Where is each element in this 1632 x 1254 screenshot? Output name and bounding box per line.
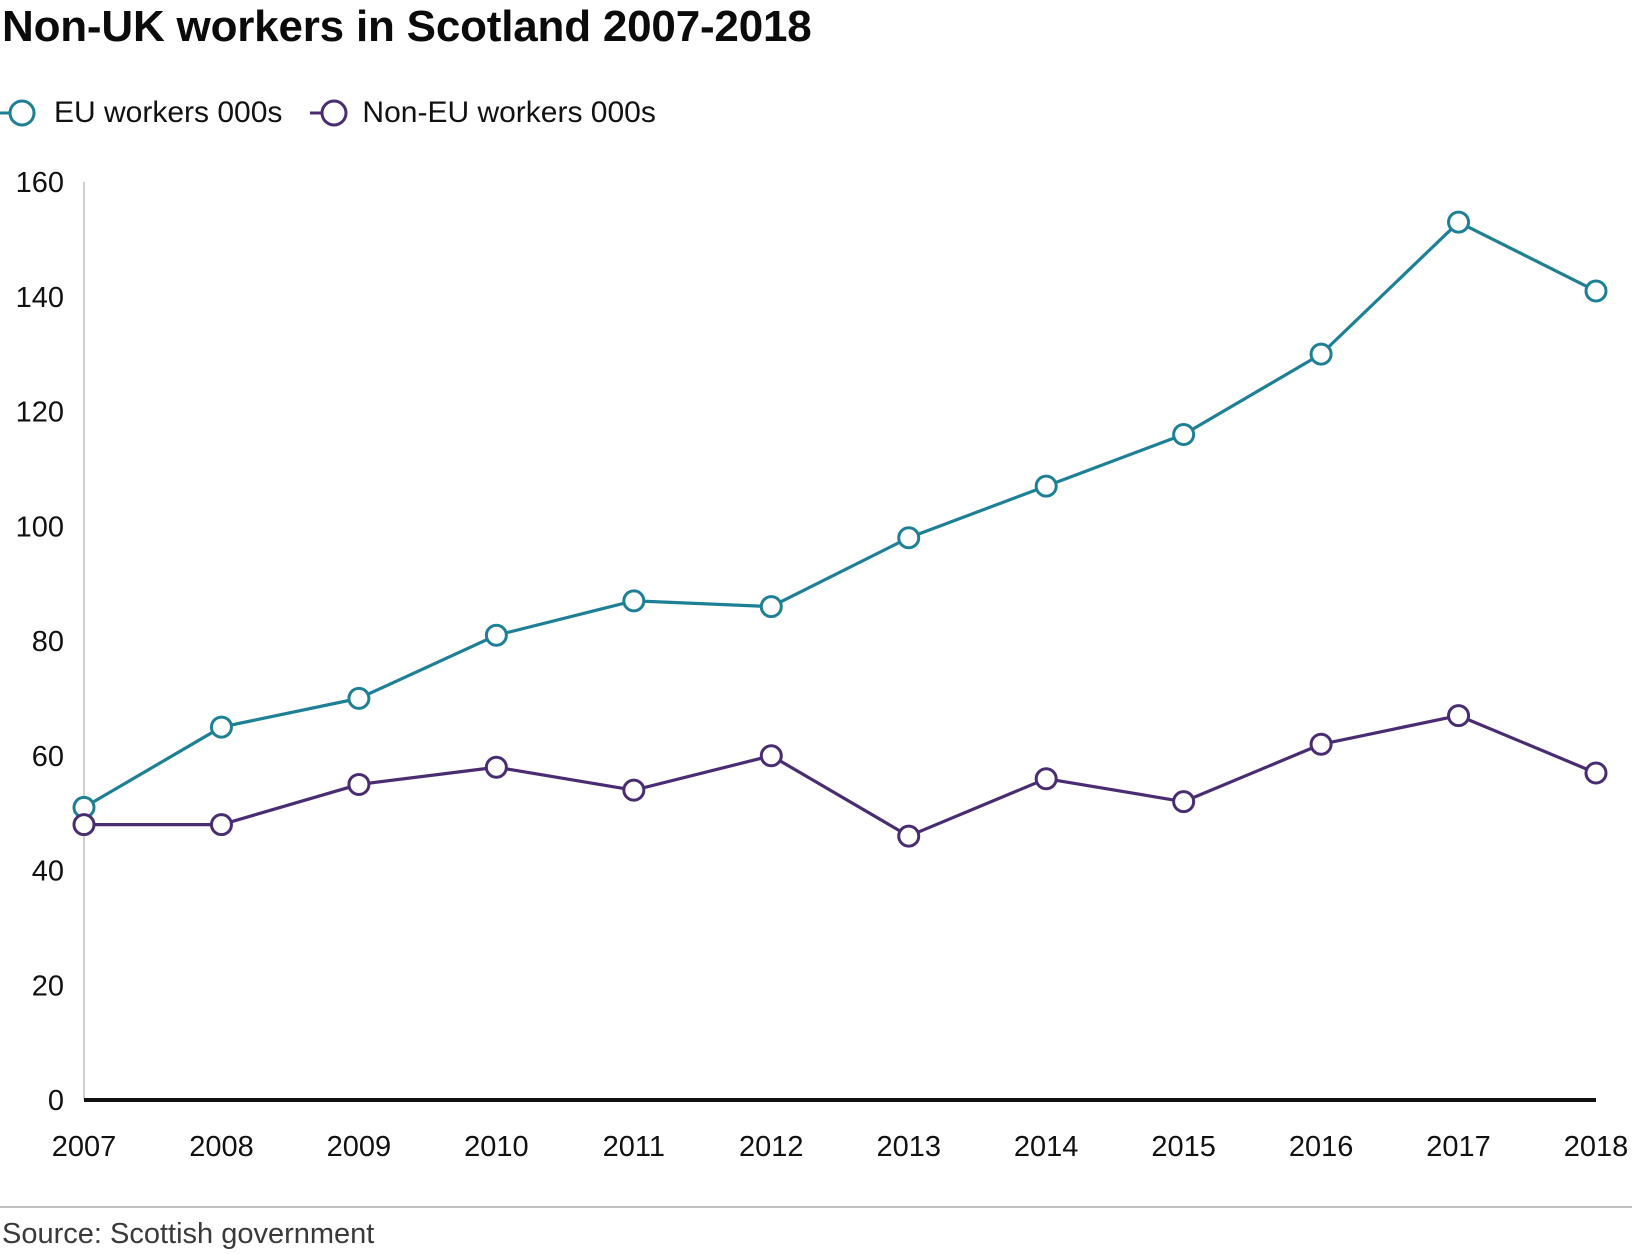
data-point-non-eu — [1034, 767, 1058, 791]
data-point-non-eu — [1309, 732, 1333, 756]
data-point-non-eu — [209, 813, 233, 837]
x-tick-label: 2018 — [1564, 1131, 1629, 1163]
data-point-eu — [1584, 279, 1608, 303]
y-tick-label: 60 — [32, 741, 64, 773]
x-tick-label: 2011 — [603, 1131, 665, 1163]
data-point-eu — [1172, 422, 1196, 446]
data-point-non-eu — [484, 755, 508, 779]
y-tick-label: 100 — [16, 511, 64, 543]
x-tick-label: 2015 — [1151, 1131, 1216, 1163]
data-point-eu — [759, 595, 783, 619]
legend-label-eu: EU workers 000s — [54, 96, 283, 129]
data-point-eu — [622, 589, 646, 613]
chart-title: Non-UK workers in Scotland 2007-2018 — [2, 2, 812, 51]
data-point-non-eu — [622, 778, 646, 802]
source-divider — [0, 1206, 1632, 1208]
line-chart: 0 20 40 60 80 100 120 140 160 2007 2008 2009 2010 201… — [16, 167, 1629, 1163]
y-tick-label: 80 — [32, 626, 64, 658]
series-line-non-eu — [84, 713, 1597, 838]
data-point-eu — [209, 715, 233, 739]
legend-item-eu: EU workers 000s — [0, 93, 282, 133]
series-lines — [83, 220, 1597, 838]
y-tick-label: 0 — [48, 1085, 64, 1117]
x-tick-label: 2012 — [739, 1131, 804, 1163]
x-tick-label: 2007 — [52, 1131, 117, 1163]
x-tick-label: 2017 — [1426, 1131, 1491, 1163]
data-point-eu — [1034, 474, 1058, 498]
series-markers — [72, 210, 1608, 848]
x-tick-label: 2016 — [1289, 1131, 1354, 1163]
legend: EU workers 000s Non-EU workers 000s — [0, 88, 682, 138]
legend-swatch-non-eu — [310, 99, 348, 127]
y-tick-label: 160 — [16, 167, 64, 199]
y-tick-label: 120 — [16, 397, 64, 429]
data-point-eu — [347, 686, 371, 710]
data-point-eu — [484, 623, 508, 647]
tick-labels: 0 20 40 60 80 100 120 140 160 2007 2008 2009 2010 201… — [16, 167, 1629, 1163]
data-point-non-eu — [897, 824, 921, 848]
data-point-eu — [1309, 342, 1333, 366]
data-point-eu — [897, 526, 921, 550]
x-tick-label: 2014 — [1014, 1131, 1079, 1163]
x-tick-label: 2013 — [876, 1131, 941, 1163]
legend-item-non-eu: Non-EU workers 000s — [308, 93, 656, 133]
y-tick-label: 20 — [32, 970, 64, 1002]
x-tick-label: 2008 — [189, 1131, 254, 1163]
data-point-eu — [1447, 210, 1471, 234]
y-tick-label: 40 — [32, 856, 64, 888]
source-note: Source: Scottish government — [2, 1218, 375, 1250]
data-point-non-eu — [1447, 704, 1471, 728]
data-point-non-eu — [72, 813, 96, 837]
data-point-non-eu — [759, 744, 783, 768]
series-line-eu — [83, 220, 1597, 809]
y-tick-label: 140 — [16, 282, 64, 314]
data-point-non-eu — [347, 772, 371, 796]
data-point-non-eu — [1172, 790, 1196, 814]
data-point-non-eu — [1584, 761, 1608, 785]
x-tick-label: 2010 — [464, 1131, 529, 1163]
axes — [83, 182, 1596, 1102]
x-tick-label: 2009 — [327, 1131, 392, 1163]
legend-label-non-eu: Non-EU workers 000s — [362, 96, 656, 129]
legend-swatch-eu — [0, 99, 36, 127]
